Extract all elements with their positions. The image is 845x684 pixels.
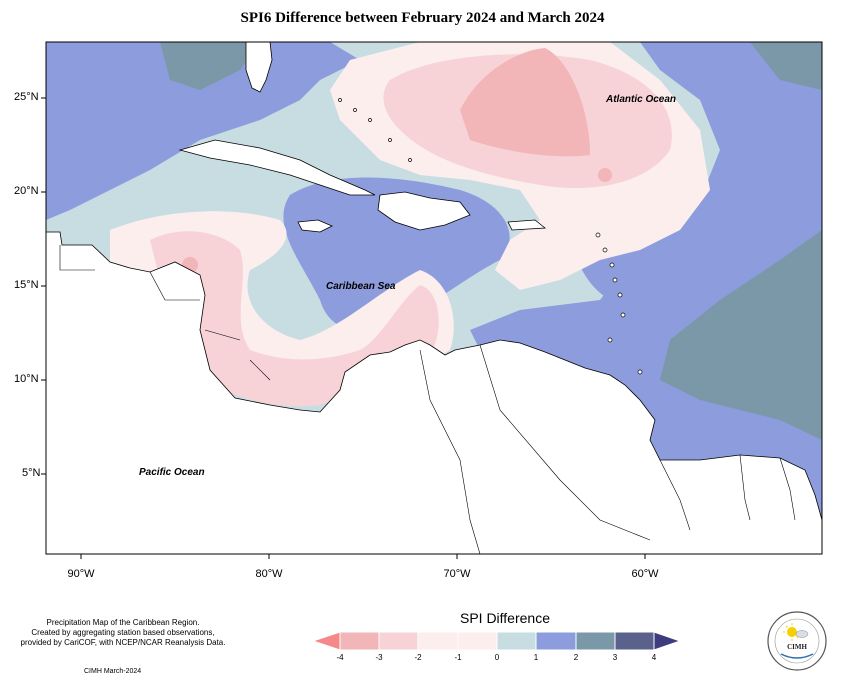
footer-line-1: Precipitation Map of the Caribbean Regio… [46, 618, 200, 627]
lon-tick-80w: 80°W [255, 568, 283, 580]
land-hispaniola [377, 191, 471, 231]
blue-area-east [470, 42, 822, 554]
grey-area-se [660, 230, 822, 440]
legend-tick: -3 [375, 653, 383, 662]
label-pacific-ocean: Pacific Ocean [139, 467, 205, 478]
lat-tick-25n: 25°N [14, 91, 39, 103]
legend-tick: 3 [612, 653, 618, 662]
lat-tick-15n: 15°N [14, 279, 39, 291]
lon-tick-90w: 90°W [67, 568, 95, 580]
lat-tick-20n: 20°N [14, 185, 39, 197]
legend-tick: -1 [454, 653, 462, 662]
dark-pink-spot-atlantic [598, 168, 612, 182]
legend-title: SPI Difference [459, 610, 550, 626]
lat-tick-10n: 10°N [14, 373, 39, 385]
footer-description: Precipitation Map of the Caribbean Regio… [8, 618, 238, 648]
lon-tick-60w: 60°W [631, 568, 659, 580]
footer-line-2: Created by aggregating station based obs… [31, 628, 215, 637]
label-atlantic-ocean: Atlantic Ocean [606, 94, 677, 105]
footer-credit: CIMH March-2024 [84, 668, 142, 675]
cimh-logo: CIMH [767, 611, 827, 671]
legend-tick: -4 [336, 653, 344, 662]
legend-tick: 4 [651, 653, 657, 662]
land-cuba [178, 139, 376, 196]
grey-area-gulf [160, 42, 260, 90]
lon-tick-70w: 70°W [443, 568, 471, 580]
sun-cloud-icon [783, 623, 809, 641]
footer-line-3: provided by CariCOF, with NCEP/NCAR Rean… [20, 638, 226, 647]
label-caribbean-sea: Caribbean Sea [326, 281, 396, 292]
grey-area-ne [750, 42, 822, 90]
legend-colorbar [311, 631, 682, 651]
legend-tick: -2 [414, 653, 422, 662]
legend-tick: 0 [494, 653, 500, 662]
dark-pink-area-atlantic [460, 48, 590, 157]
land-jamaica [297, 219, 333, 233]
land-florida [245, 42, 273, 93]
map-title: SPI6 Difference between February 2024 an… [240, 10, 605, 26]
land-puerto-rico [507, 219, 547, 231]
logo-text: CIMH [787, 643, 807, 651]
land-mexico-central-america [46, 231, 822, 554]
legend-arrow-left [311, 631, 341, 651]
legend-tick: 1 [533, 653, 539, 662]
lat-tick-5n: 5°N [22, 467, 41, 479]
legend-tick: 2 [573, 653, 579, 662]
blue-area-north [46, 42, 360, 220]
legend-arrow-right [653, 631, 682, 651]
